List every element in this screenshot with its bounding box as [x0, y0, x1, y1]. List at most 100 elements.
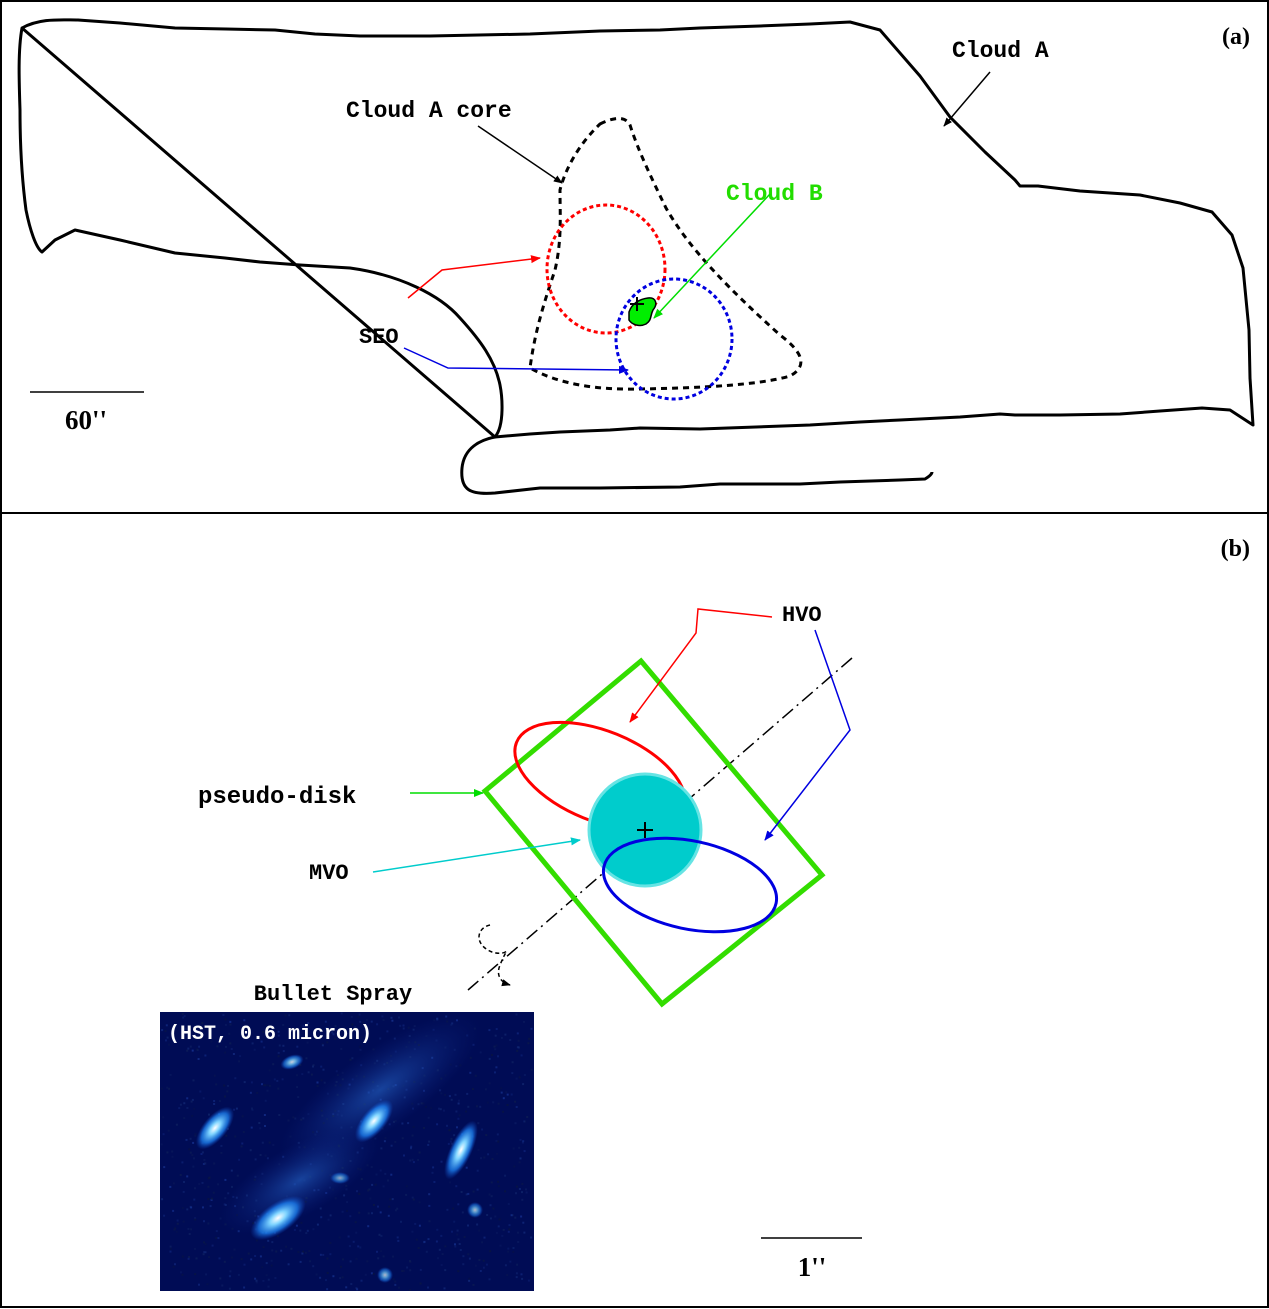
- seo-red-lobe: [545, 203, 667, 335]
- noise-speck: [459, 1249, 462, 1251]
- noise-speck: [184, 1028, 187, 1030]
- noise-speck: [234, 1135, 237, 1138]
- noise-speck: [489, 1250, 492, 1253]
- noise-speck: [398, 1016, 400, 1019]
- source-cross-marker: [630, 297, 644, 311]
- noise-speck: [181, 1273, 184, 1276]
- noise-speck: [410, 1147, 412, 1150]
- noise-speck: [299, 1229, 302, 1232]
- noise-speck: [382, 1019, 385, 1022]
- noise-speck: [516, 1263, 519, 1266]
- noise-speck: [514, 1216, 517, 1219]
- noise-speck: [390, 1144, 393, 1147]
- noise-speck: [228, 1275, 231, 1278]
- noise-speck: [365, 1019, 368, 1022]
- noise-speck: [261, 1266, 264, 1269]
- noise-speck: [354, 1221, 357, 1224]
- noise-speck: [381, 1015, 384, 1018]
- noise-speck: [163, 1214, 166, 1217]
- noise-speck: [171, 1150, 174, 1153]
- noise-speck: [411, 1196, 414, 1199]
- noise-speck: [521, 1277, 524, 1280]
- noise-speck: [467, 1192, 470, 1195]
- noise-speck: [507, 1203, 510, 1205]
- noise-speck: [496, 1152, 498, 1155]
- noise-speck: [521, 1182, 524, 1185]
- noise-speck: [210, 1040, 213, 1043]
- noise-speck: [454, 1245, 457, 1248]
- noise-speck: [280, 1249, 283, 1252]
- noise-speck: [244, 1036, 247, 1039]
- noise-speck: [262, 1246, 265, 1249]
- noise-speck: [211, 1244, 214, 1247]
- noise-speck: [449, 1181, 452, 1184]
- noise-speck: [255, 1239, 258, 1242]
- noise-speck: [202, 1163, 205, 1165]
- noise-speck: [521, 1191, 523, 1194]
- noise-speck: [272, 1144, 275, 1146]
- hst-inset-image: [160, 1012, 534, 1291]
- noise-speck: [276, 1079, 279, 1082]
- noise-speck: [405, 1193, 408, 1196]
- noise-speck: [360, 1036, 363, 1039]
- noise-speck: [182, 1190, 185, 1193]
- noise-speck: [462, 1263, 465, 1266]
- noise-speck: [224, 1197, 227, 1200]
- noise-speck: [164, 1030, 167, 1033]
- noise-speck: [266, 1157, 269, 1160]
- noise-speck: [507, 1247, 510, 1250]
- noise-speck: [261, 1141, 264, 1144]
- noise-speck: [519, 1138, 522, 1141]
- label-bullet-spray: Bullet Spray: [254, 982, 412, 1007]
- noise-speck: [282, 1044, 285, 1047]
- noise-speck: [166, 1151, 169, 1154]
- noise-speck: [355, 1287, 358, 1290]
- noise-speck: [468, 1257, 471, 1260]
- noise-speck: [319, 1253, 322, 1256]
- noise-speck: [490, 1195, 493, 1198]
- noise-speck: [243, 1263, 246, 1266]
- noise-speck: [232, 1053, 235, 1055]
- noise-speck: [268, 1069, 271, 1072]
- noise-speck: [249, 1091, 252, 1094]
- noise-speck: [518, 1161, 521, 1164]
- noise-speck: [223, 1260, 226, 1263]
- arrow-hvo-blue: [764, 629, 851, 841]
- noise-speck: [277, 1034, 280, 1037]
- bullet-knot-7: [377, 1267, 393, 1283]
- noise-speck: [509, 1260, 512, 1263]
- noise-speck: [357, 1015, 360, 1018]
- noise-speck: [258, 1122, 261, 1124]
- noise-speck: [367, 1212, 370, 1215]
- noise-speck: [523, 1074, 526, 1076]
- noise-speck: [221, 1284, 224, 1287]
- noise-speck: [457, 1117, 460, 1120]
- noise-speck: [169, 1073, 172, 1076]
- noise-speck: [187, 1227, 190, 1230]
- cloud-b-shape: [628, 297, 657, 327]
- noise-speck: [394, 1209, 397, 1212]
- noise-speck: [469, 1071, 472, 1074]
- noise-speck: [495, 1066, 498, 1069]
- noise-speck: [203, 1220, 205, 1223]
- noise-speck: [521, 1141, 524, 1144]
- noise-speck: [189, 1137, 192, 1140]
- noise-speck: [515, 1013, 518, 1016]
- noise-speck: [174, 1263, 176, 1266]
- noise-speck: [263, 1114, 266, 1116]
- noise-speck: [450, 1098, 453, 1101]
- noise-speck: [481, 1241, 484, 1244]
- noise-speck: [259, 1127, 262, 1130]
- noise-speck: [523, 1150, 526, 1153]
- noise-speck: [222, 1014, 225, 1016]
- noise-speck: [356, 1288, 359, 1291]
- noise-speck: [515, 1077, 518, 1080]
- noise-speck: [380, 1250, 383, 1253]
- noise-speck: [230, 1169, 233, 1172]
- noise-speck: [188, 1256, 191, 1258]
- noise-speck: [412, 1198, 415, 1201]
- noise-speck: [260, 1040, 263, 1043]
- noise-speck: [403, 1154, 405, 1157]
- noise-speck: [427, 1116, 430, 1119]
- noise-speck: [304, 1251, 307, 1254]
